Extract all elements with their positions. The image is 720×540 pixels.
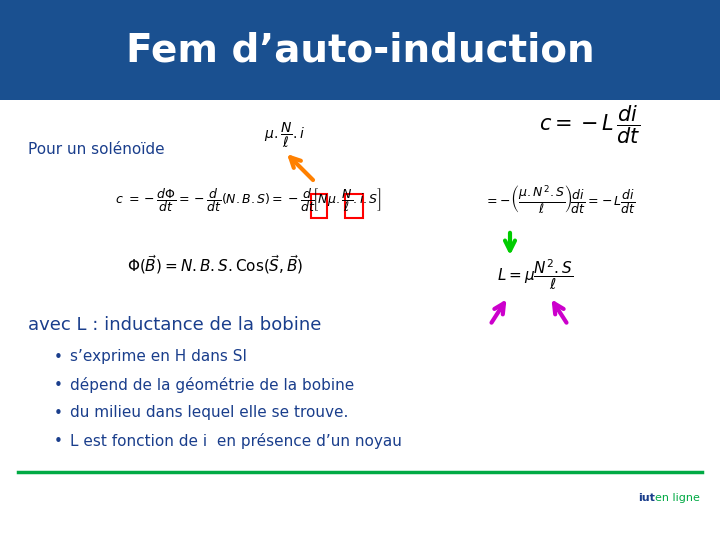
Text: $c = -L\,\dfrac{di}{dt}$: $c = -L\,\dfrac{di}{dt}$ bbox=[539, 104, 641, 146]
Text: •: • bbox=[53, 377, 63, 393]
Bar bbox=[311, 194, 327, 218]
Text: iut: iut bbox=[638, 493, 655, 503]
Text: $=\!-\!\left(\dfrac{\mu.N^2.S}{\ell}\right)\!\dfrac{di}{dt}=\!-L\dfrac{di}{dt}$: $=\!-\!\left(\dfrac{\mu.N^2.S}{\ell}\rig… bbox=[484, 183, 636, 217]
Text: $\Phi(\vec{B})=N.B.S.\mathrm{Cos}(\vec{S},\vec{B})$: $\Phi(\vec{B})=N.B.S.\mathrm{Cos}(\vec{S… bbox=[127, 253, 303, 276]
Bar bbox=[0, 0, 720, 100]
Text: s’exprime en H dans SI: s’exprime en H dans SI bbox=[70, 349, 247, 364]
Text: avec L : inductance de la bobine: avec L : inductance de la bobine bbox=[28, 316, 321, 334]
Text: Fem d’auto-induction: Fem d’auto-induction bbox=[126, 31, 594, 69]
Text: •: • bbox=[53, 406, 63, 421]
Text: •: • bbox=[53, 349, 63, 364]
Bar bbox=[345, 194, 363, 218]
Text: dépend de la géométrie de la bobine: dépend de la géométrie de la bobine bbox=[70, 377, 354, 393]
Text: en ligne: en ligne bbox=[655, 493, 700, 503]
Text: $c\ =-\dfrac{d\Phi}{dt}=-\dfrac{d}{dt}(N.B.S)=-\dfrac{d}{dt}\!\left[N\mu.\dfrac{: $c\ =-\dfrac{d\Phi}{dt}=-\dfrac{d}{dt}(N… bbox=[114, 186, 382, 214]
Text: •: • bbox=[53, 434, 63, 449]
Text: du milieu dans lequel elle se trouve.: du milieu dans lequel elle se trouve. bbox=[70, 406, 348, 421]
Text: Pour un solénoïde: Pour un solénoïde bbox=[28, 143, 165, 158]
Text: L est fonction de i  en présence d’un noyau: L est fonction de i en présence d’un noy… bbox=[70, 433, 402, 449]
Text: $\mu.\dfrac{N}{\ell}.i$: $\mu.\dfrac{N}{\ell}.i$ bbox=[264, 120, 305, 150]
Text: $L=\mu\dfrac{N^2.S}{\ell}$: $L=\mu\dfrac{N^2.S}{\ell}$ bbox=[497, 258, 573, 292]
